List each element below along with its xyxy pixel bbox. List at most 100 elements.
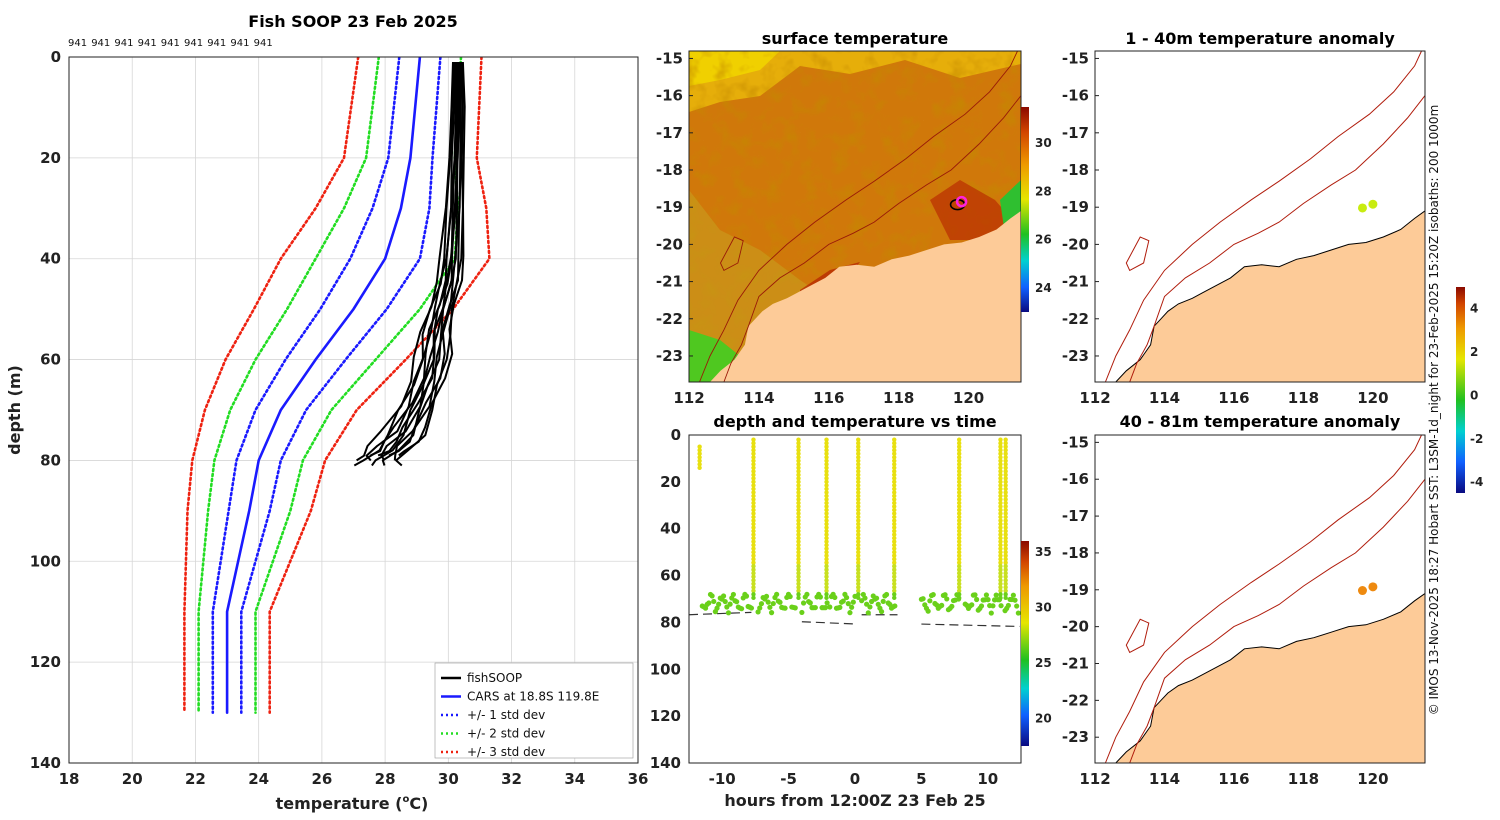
y-tick-label: 20 [660,473,681,491]
isobaths [699,51,1021,382]
cast-profile-point [796,444,801,449]
cast-profile-point [856,574,861,579]
cast-profile-point [892,455,897,460]
cast-profile-point [998,504,1003,509]
cast-profile-point [824,539,829,544]
cast-profile-point [824,483,829,488]
cast-profile-point [796,493,801,499]
top-label: 941 [68,38,87,49]
y-tick-label: -23 [656,347,683,365]
cast-profile-point [751,556,756,562]
cast-profile-point [998,511,1003,516]
cast-profile-point [751,500,756,506]
cast-profile-point [1003,472,1008,478]
bottom-point [787,593,793,600]
cast-profile-point [956,514,962,520]
bottom-point [883,591,890,598]
cast-profile-point [1003,539,1008,544]
bottom-point [706,600,712,606]
seabed-line [921,623,1020,628]
x-tick-label: 112 [1079,770,1110,788]
cast-profile-point [856,532,861,537]
bottom-point [832,594,838,601]
y-tick-label: 60 [40,351,61,369]
cast-profile-point [751,469,756,474]
cast-profile-point [824,532,829,537]
cast-profile-point [751,493,756,499]
bottom-point [804,591,810,597]
cast-profile-point [856,511,861,516]
top-label: 941 [114,38,133,49]
bottom-point [850,599,856,605]
isobath-plateau [719,236,744,272]
cast-profile-point [824,556,829,562]
cast-profile-point [697,465,702,470]
bottom-point [990,603,996,609]
cast-profile-point [751,546,756,551]
x-tick-label: 34 [564,770,585,788]
y-tick-label: -16 [1062,87,1089,105]
isobath-200m [1129,478,1425,763]
cast-profile-point [892,560,897,565]
cast-profile-point [856,479,861,485]
cast-profile-point [856,556,861,562]
cast-profile-point [751,479,756,485]
cast-profile-point [824,567,829,572]
x-tick-label: 120 [953,389,984,407]
x-tick-label: 114 [1149,770,1180,788]
cast-profile-point [751,458,756,463]
cast-profile-point [998,444,1003,449]
cast-profile-point [751,483,756,488]
cast-profile-point [892,504,897,509]
cast-profile-point [796,549,801,555]
bottom-point [845,601,851,607]
colorbar-tick-label: 26 [1035,233,1052,247]
x-tick-label: 118 [1288,389,1319,407]
bottom-point [774,591,780,597]
cast-profile-point [697,451,702,456]
profile-axes-box [68,56,639,764]
bottom-point [865,610,871,616]
cast-profile-point [956,567,962,572]
cast-profile-point [824,546,829,551]
cast-profile-point [856,493,861,499]
legend-label: +/- 1 std dev [467,708,545,722]
cast-profile-point [956,448,962,453]
cast-profile-point [892,592,897,597]
cast-profile-point [796,532,801,537]
sst-colorbar-ticks: 24 26 28 30 [1035,136,1052,295]
y-tick-label: -15 [1062,433,1089,451]
y-tick-label: -20 [1062,618,1089,636]
cast-profile-point [892,500,897,506]
legend-label: +/- 3 std dev [467,745,545,759]
cast-profile-point [856,549,861,555]
cast-profile-point [1003,578,1008,583]
cast-profile-point [796,553,801,558]
cast-profile-point [824,462,829,467]
cast-profile-point [1003,532,1008,537]
cast-profile-point [751,476,756,481]
fishsoop-profile-line [356,61,454,462]
cast-profile-point [956,574,962,579]
cast-profile-point [998,528,1003,534]
cast-profile-point [796,504,801,509]
x-tick-label: -5 [780,770,797,788]
cast-profile-point [1003,497,1008,502]
cast-profile-point [751,539,756,544]
cast-profile-point [998,567,1003,572]
profile-legend: fishSOOP CARS at 18.8S 119.8E +/- 1 std de… [434,662,634,759]
cast-profile-point [824,525,829,530]
cars-plus-1-std-line [240,57,442,714]
bottom-point [765,599,771,605]
cast-profile-point [1003,525,1008,530]
cast-profile-point [956,507,962,513]
cast-profile-point [892,556,897,562]
x-tick-label: 18 [59,770,80,788]
bottom-point [792,605,798,611]
bottom-point [927,598,933,604]
cast-profile-point [824,504,829,509]
cast-profile-point [796,511,801,516]
cast-profile-point [998,486,1003,492]
cast-profile-point [796,462,801,467]
